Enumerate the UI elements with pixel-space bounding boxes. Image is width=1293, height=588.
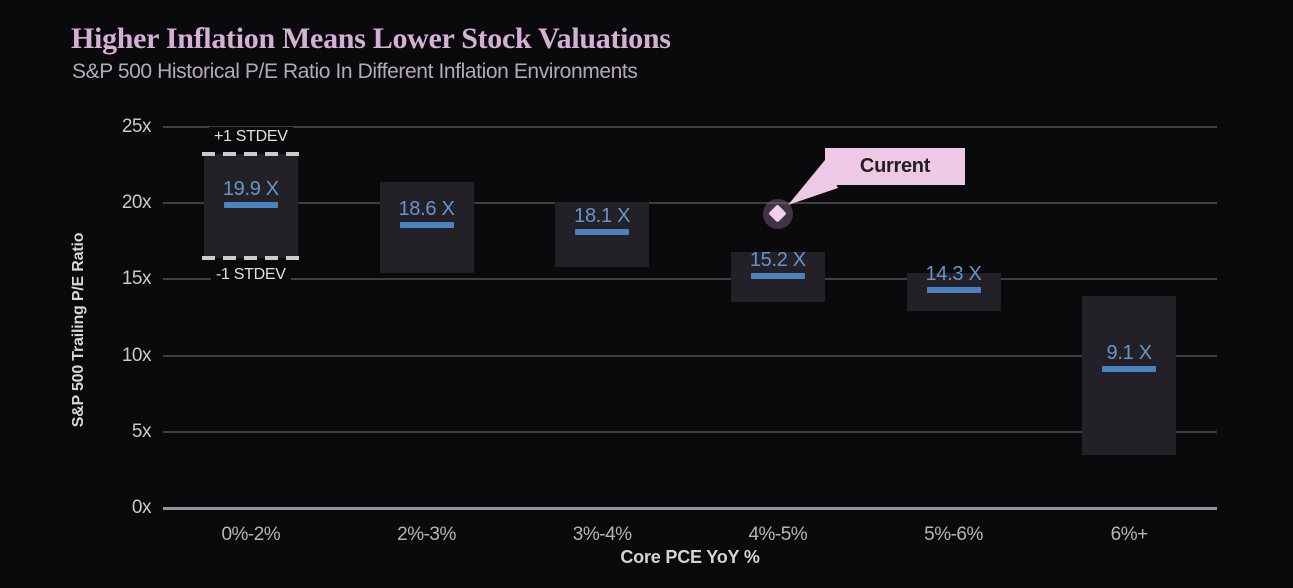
bar-value-label: 15.2 X xyxy=(749,249,806,272)
bar-mean-group: 19.9 X xyxy=(204,178,298,208)
bar-value-label: 9.1 X xyxy=(1106,342,1153,365)
bar-mean-group: 18.6 X xyxy=(380,198,474,228)
x-tick-label: 6%+ xyxy=(1110,524,1149,545)
y-tick-label: 0x xyxy=(131,497,152,518)
bar-value-label: 18.1 X xyxy=(574,205,631,228)
x-tick-label: 0%-2% xyxy=(221,524,281,545)
gridline xyxy=(163,507,1217,510)
x-axis-title: Core PCE YoY % xyxy=(620,547,760,567)
bar-value-label: 18.6 X xyxy=(398,197,455,220)
mean-line xyxy=(750,273,805,280)
x-tick-label: 2%-3% xyxy=(397,524,456,545)
gridline xyxy=(163,278,1217,281)
gridline xyxy=(163,202,1217,205)
gridline xyxy=(163,430,1217,433)
y-axis-title: S&P 500 Trailing P/E Ratio xyxy=(70,232,87,428)
y-tick-label: 20x xyxy=(121,192,152,214)
mean-line xyxy=(575,229,630,236)
mean-line xyxy=(926,287,981,294)
y-tick-label: 10x xyxy=(121,344,152,366)
stdev-bottom-text: -1 STDEV xyxy=(211,265,291,285)
gridline xyxy=(163,126,1217,128)
bar xyxy=(1082,296,1177,455)
mean-line xyxy=(399,221,454,228)
mean-line xyxy=(1102,366,1157,373)
chart-title: Higher Inflation Means Lower Stock Valua… xyxy=(71,22,671,55)
stdev-dash-bottom xyxy=(201,256,300,261)
x-tick-label: 3%-4% xyxy=(572,524,632,545)
stdev-top-label: +1 STDEV xyxy=(191,127,311,147)
plot-area: Current 0x 5x 10x 15x 20x 25x +1 STDEV -1 STDEV… xyxy=(122,116,1217,545)
y-tick-label: 25x xyxy=(121,116,152,137)
gridline xyxy=(163,354,1217,357)
bar-value-label: 14.3 X xyxy=(925,263,982,286)
x-tick-label: 5%-6% xyxy=(924,524,983,545)
stdev-dash-top xyxy=(201,152,300,157)
y-tick-label: 5x xyxy=(131,420,152,442)
stdev-bottom-label: -1 STDEV xyxy=(191,265,311,285)
bar-mean-group: 9.1 X xyxy=(1082,342,1176,373)
chart-subtitle: S&P 500 Historical P/E Ratio In Differen… xyxy=(72,60,638,83)
y-tick-label: 15x xyxy=(121,268,152,290)
bar-mean-group: 14.3 X xyxy=(907,263,1001,294)
x-tick-label: 4%-5% xyxy=(748,524,808,545)
bar xyxy=(379,181,474,274)
stdev-top-text: +1 STDEV xyxy=(209,127,293,147)
callout-label: Current xyxy=(825,148,965,185)
mean-line xyxy=(223,201,278,208)
bar-value-label: 19.9 X xyxy=(222,177,279,200)
bar-mean-group: 15.2 X xyxy=(731,249,825,280)
current-marker xyxy=(762,198,793,229)
bar-mean-group: 18.1 X xyxy=(555,205,649,236)
